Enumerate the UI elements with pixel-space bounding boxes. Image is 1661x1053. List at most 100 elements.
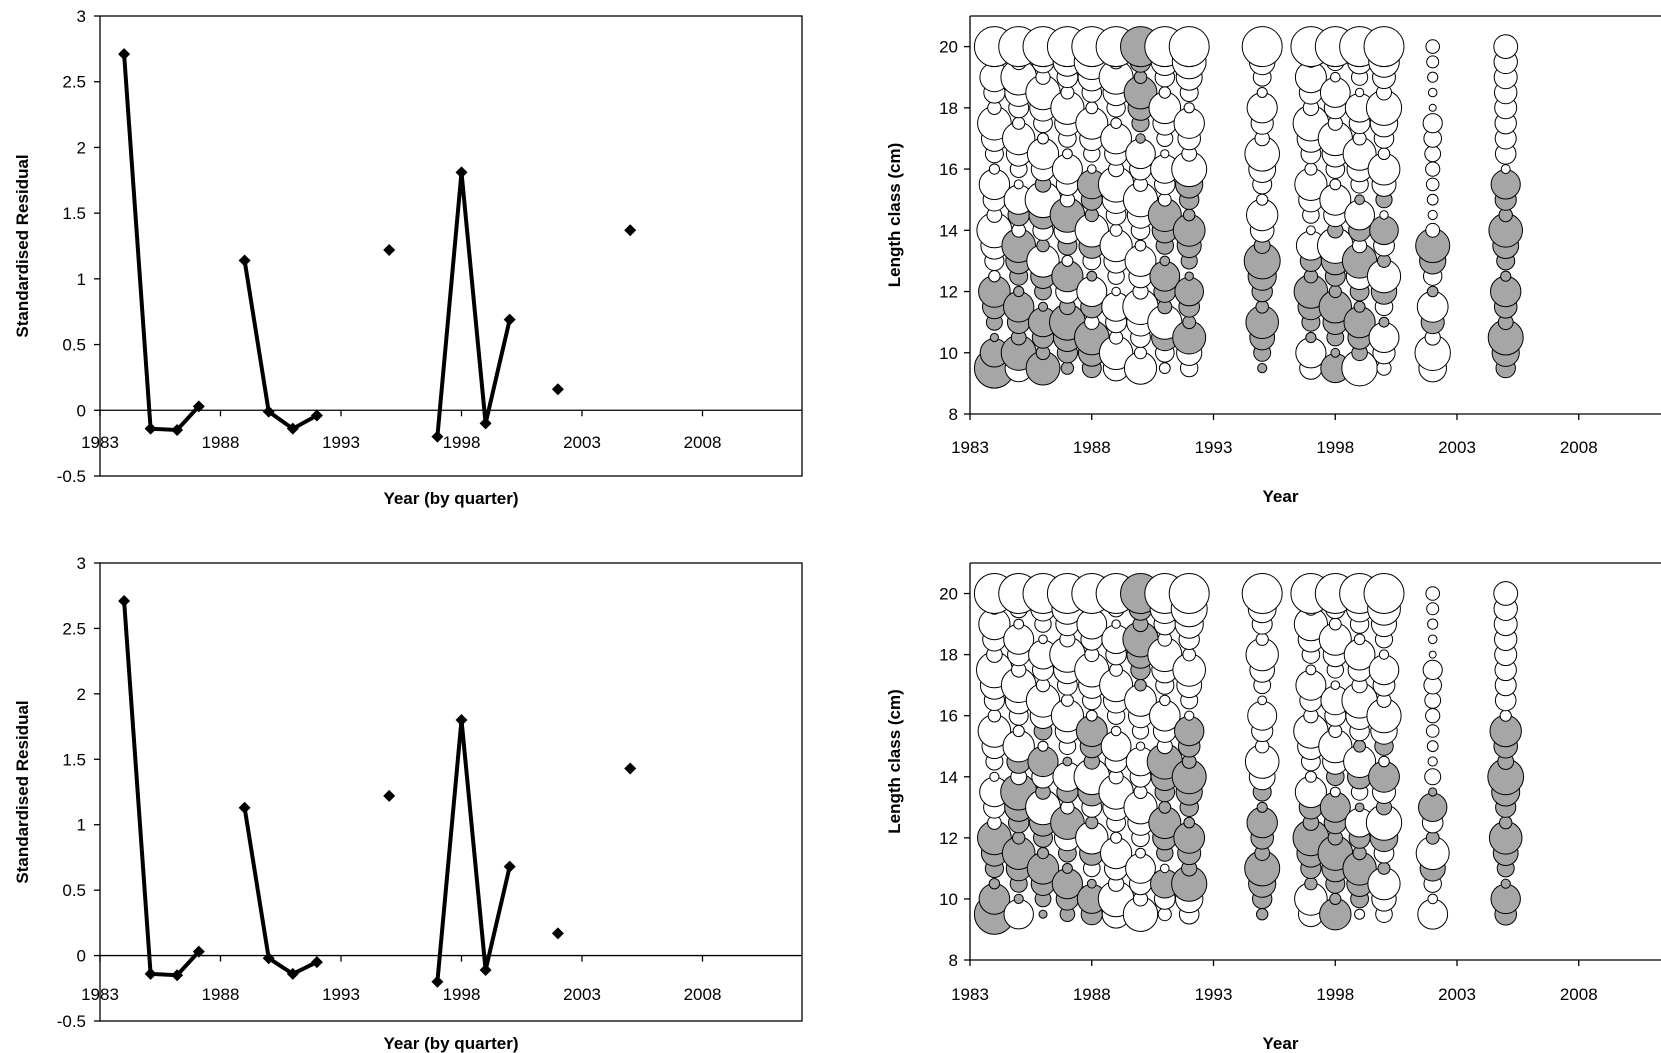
bubble-negative [1353,300,1366,313]
bubble-negative [1062,756,1073,767]
x-axis-label: Year (by quarter) [383,489,518,508]
bubble-negative [1305,331,1317,344]
bubble-positive [1354,87,1365,98]
bubble-positive [1134,346,1147,360]
y-tick-label: 0 [77,947,86,966]
residual-point [551,927,564,940]
y-axis-label: Standardised Residual [13,700,32,883]
x-tick-label: 2003 [1438,985,1476,1004]
bubble-positive [1256,193,1269,206]
y-axis-label: Length class (cm) [885,143,904,288]
bubble-positive [1499,709,1512,722]
bubble-positive [1427,634,1438,645]
bubble-positive [1168,573,1210,614]
bubble-negative [1061,862,1073,874]
residual-point [262,405,275,418]
residual-point [383,789,396,802]
bubble-positive [1134,239,1147,252]
x-tick-label: 1993 [1195,985,1233,1004]
residual-point [503,313,516,326]
y-tick-label: 20 [939,38,958,57]
bubble-negative [1330,347,1341,358]
bubble-positive [988,270,1001,283]
bubble-negative [1354,194,1365,205]
bubble-negative [1085,816,1099,830]
residual-point [171,969,184,982]
bubble-positive [1427,756,1438,767]
residual-point [431,430,444,443]
residual-point [479,963,492,976]
bubble-negative [1256,801,1268,813]
bubble-negative [1134,678,1147,692]
residual-point [118,594,131,607]
bubble-positive [1427,618,1439,630]
bubble-negative [1256,908,1269,921]
bubble-negative [1329,892,1342,906]
bubble-positive [1038,634,1048,645]
x-tick-label: 1983 [81,985,119,1004]
bubble-negative [1133,70,1148,84]
bubble-negative [1428,787,1438,797]
bubble-positive [1256,87,1268,98]
bubble-positive [1493,581,1519,606]
bubble-negative [1377,861,1391,875]
bubble-negative [1158,800,1172,814]
y-tick-label: 3 [77,7,86,26]
bubble-positive [1425,161,1441,177]
plot-area-frame [99,562,803,1022]
y-tick-label: -0.5 [57,1012,86,1031]
y-tick-label: 1 [77,816,86,835]
bubble-positive [1062,148,1073,160]
bubble-positive [1160,863,1170,874]
x-tick-label: 2008 [1560,985,1598,1004]
residual-point [310,409,323,422]
bubble-positive [1012,116,1026,130]
bubble-positive [1305,664,1317,676]
x-tick-label: 1988 [202,433,240,452]
x-tick-label: 1983 [951,438,989,457]
residual-point [551,383,564,396]
residual-point [286,967,299,980]
residual-point [238,254,251,267]
y-tick-label: 14 [939,768,958,787]
bubble-positive [1363,26,1405,68]
bubble-negative [1060,361,1075,375]
bubble-negative [1036,238,1050,253]
y-tick-label: 10 [939,344,958,363]
bubble-positive [989,771,1000,782]
residual-point [238,801,251,814]
bubble-positive [1378,649,1390,660]
residual-point [171,424,184,436]
bubble-positive [1111,286,1121,297]
residual-point [262,952,275,965]
bubble-positive [1241,26,1283,68]
bubble-positive [1085,709,1098,722]
bubble-negative [1013,893,1024,905]
x-tick-label: 1998 [1316,438,1354,457]
bubble-positive [1061,254,1074,267]
x-tick-label: 1988 [202,985,240,1004]
x-tick-label: 1988 [1073,438,1111,457]
bubble-negative [1013,285,1025,298]
bubble-positive [1306,225,1316,236]
y-tick-label: 20 [939,585,958,604]
residual-panel-0: 3 2.5 2 1.5 1 0.5 0 -0.5 1983 1988 1993 1998 2003 200… [13,7,803,508]
bubble-positive [1159,694,1171,707]
y-tick-label: 14 [939,221,958,240]
bubble-positive [1158,362,1171,375]
x-axis-label: Year [1263,487,1299,506]
x-tick-label: 1993 [1195,438,1233,457]
y-tick-label: 2.5 [62,619,86,638]
y-tick-label: 3 [77,554,86,573]
bubble-negative [1490,169,1521,200]
plot-area-frame [99,15,803,477]
bubble-positive [1037,132,1049,145]
bubble-negative [1182,315,1197,330]
bubble-positive [1424,768,1442,786]
bubble-positive [1377,147,1391,161]
y-tick-label: 2 [77,685,86,704]
bubble-positive [1426,602,1440,616]
bubble-positive [1425,586,1440,601]
bubble-positive [1013,618,1025,630]
bubble-positive [1330,680,1341,691]
